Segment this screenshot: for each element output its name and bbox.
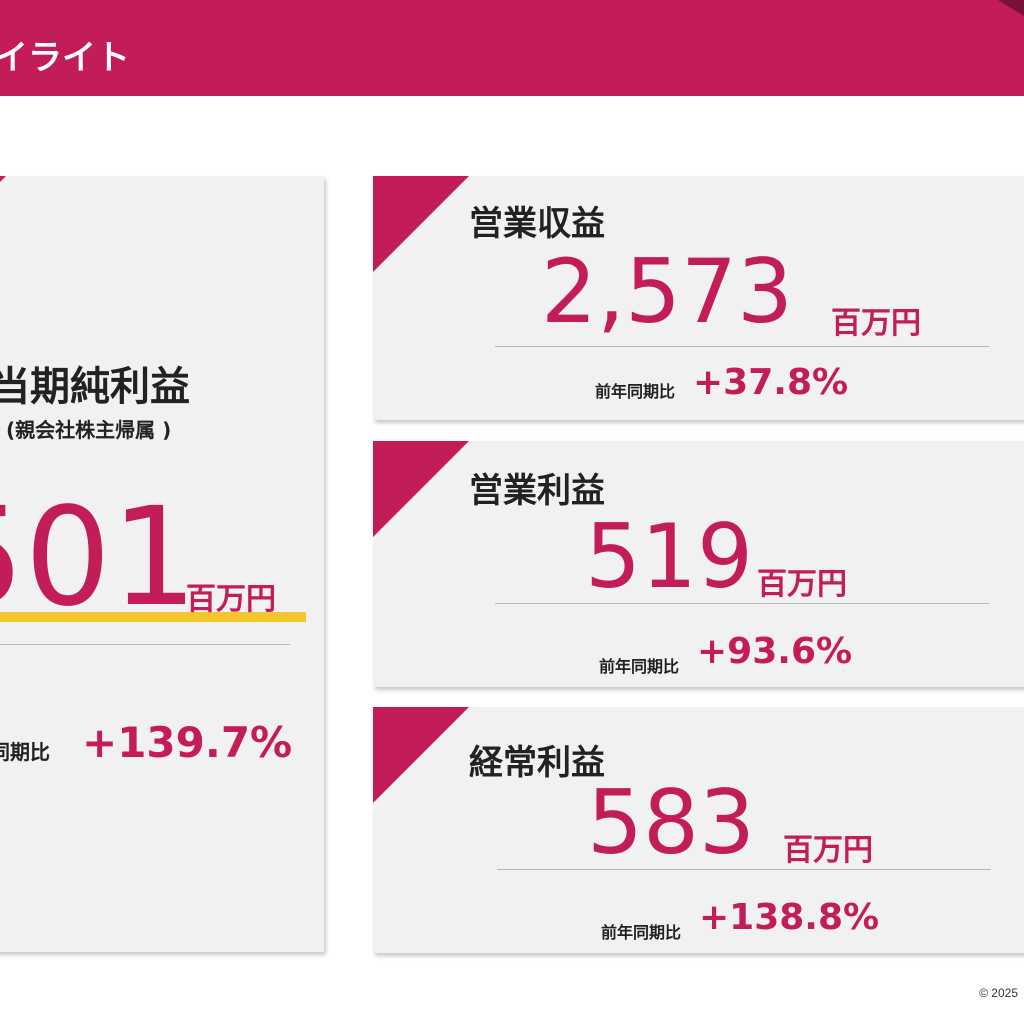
net-income-title: 当期純利益 — [0, 364, 190, 410]
operating-profit-comparison-label: 前年同期比 — [599, 657, 680, 676]
net-income-value: 501 — [0, 479, 198, 637]
page-title: イライト — [0, 38, 130, 78]
operating-profit-unit: 百万円 — [757, 567, 847, 602]
operating-revenue-unit: 百万円 — [831, 306, 921, 341]
header-corner-decoration — [998, 0, 1024, 16]
operating-profit-comparison-value: +93.6% — [697, 631, 853, 672]
ordinary-profit-unit: 百万円 — [783, 833, 873, 868]
operating-revenue-card: 営業収益 2,573 百万円 前年同期比 +37.8% — [373, 176, 1024, 420]
card-corner-triangle — [373, 176, 469, 272]
card-corner-triangle — [373, 441, 469, 537]
net-income-comparison-label: 同期比 — [0, 740, 50, 764]
net-income-card: 当期純利益 (親会社株主帰属 ) 501 百万円 同期比 +139.7% — [0, 176, 324, 952]
operating-profit-value: 519 — [585, 505, 753, 608]
ordinary-profit-card: 経常利益 583 百万円 前年同期比 +138.8% — [373, 707, 1024, 953]
header-bar: イライト — [0, 0, 1024, 96]
net-income-subtitle: (親会社株主帰属 ) — [6, 418, 172, 442]
divider — [495, 603, 989, 604]
ordinary-profit-title: 経常利益 — [469, 743, 605, 783]
divider — [497, 869, 991, 870]
copyright-text: © 2025 — [979, 986, 1018, 1000]
ordinary-profit-value: 583 — [587, 771, 755, 874]
card-corner-triangle — [0, 176, 6, 182]
operating-profit-title: 営業利益 — [469, 471, 605, 511]
operating-revenue-comparison-label: 前年同期比 — [595, 382, 676, 401]
ordinary-profit-comparison-value: +138.8% — [699, 897, 880, 938]
operating-revenue-value: 2,573 — [541, 240, 793, 343]
net-income-comparison-value: +139.7% — [82, 718, 293, 767]
divider — [0, 644, 290, 645]
operating-profit-card: 営業利益 519 百万円 前年同期比 +93.6% — [373, 441, 1024, 687]
operating-revenue-title: 営業収益 — [469, 204, 605, 244]
operating-revenue-comparison-value: +37.8% — [693, 362, 849, 403]
value-highlight-underline — [0, 612, 306, 622]
divider — [495, 346, 989, 347]
ordinary-profit-comparison-label: 前年同期比 — [601, 923, 682, 942]
net-income-unit: 百万円 — [186, 582, 276, 617]
card-corner-triangle — [373, 707, 469, 803]
